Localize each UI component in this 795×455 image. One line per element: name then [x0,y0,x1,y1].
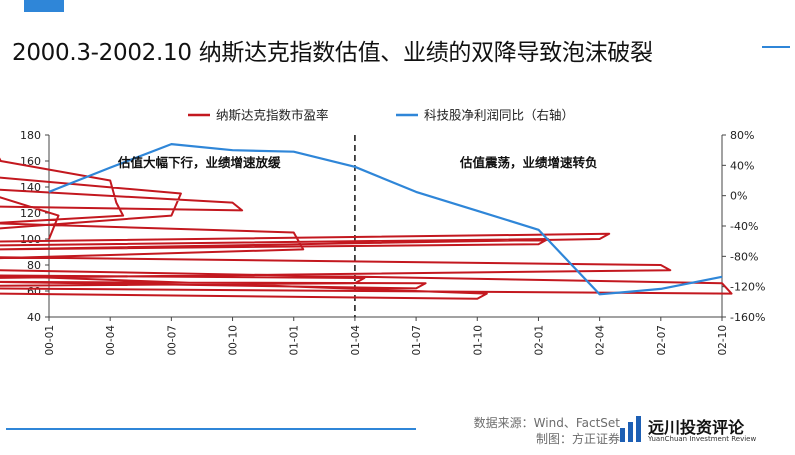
made-by-text: 制图：方正证券 [535,432,620,446]
x-axis-tick-label: 01-10 [472,325,484,356]
corner-accent-bar [24,0,64,12]
left-axis-tick-label: 100 [20,233,41,246]
right-axis-tick-label: 40% [730,159,754,172]
right-axis-tick-label: 0% [730,190,747,203]
source-block: 数据来源：Wind、FactSet 制图：方正证券 [410,415,620,447]
x-axis-tick-label: 00-07 [166,325,178,356]
x-axis-tick-label: 00-10 [228,325,240,356]
left-axis-tick-label: 80 [27,259,41,272]
brand-name: 远川投资评论 [648,418,745,437]
left-axis-tick-label: 60 [27,285,41,298]
data-source-text: 数据来源：Wind、FactSet [473,416,620,430]
x-axis-tick-label: 00-01 [44,325,56,356]
right-axis-tick-label: 80% [730,129,754,142]
right-axis-tick-label: -160% [730,311,765,324]
x-axis-tick-label: 02-01 [533,325,545,356]
page-title: 2000.3-2002.10 纳斯达克指数估值、业绩的双降导致泡沫破裂 [12,40,653,66]
right-axis-tick-label: -40% [730,220,758,233]
left-axis-tick-label: 40 [27,311,41,324]
annotation-phase-2: 估值震荡，业绩增速转负 [459,155,598,170]
right-axis-tick-label: -80% [730,250,758,263]
left-axis-tick-label: 120 [20,207,41,220]
x-axis-tick-label: 02-10 [717,325,729,356]
profit-series-line [48,143,723,296]
legend-pe-label: 纳斯达克指数市盈率 [216,108,329,123]
x-axis-tick-label: 02-04 [595,325,607,356]
footer-rule [6,428,416,430]
right-axis-tick-label: -120% [730,281,765,294]
x-axis-tick-label: 02-07 [656,325,668,356]
title-accent-rule [762,46,790,48]
annotation-phase-1: 估值大幅下行，业绩增速放缓 [117,155,281,170]
brand-mark-icon [620,416,642,442]
brand-subtitle: YuanChuan Investment Review [648,435,757,443]
x-axis-tick-label: 01-04 [350,325,362,356]
x-axis-tick-label: 01-01 [289,325,301,356]
x-axis-tick-label: 01-07 [411,325,423,356]
x-axis-tick-label: 00-04 [105,325,117,356]
left-axis-tick-label: 180 [20,129,41,142]
legend-profit-label: 科技股净利润同比（右轴） [424,108,574,123]
